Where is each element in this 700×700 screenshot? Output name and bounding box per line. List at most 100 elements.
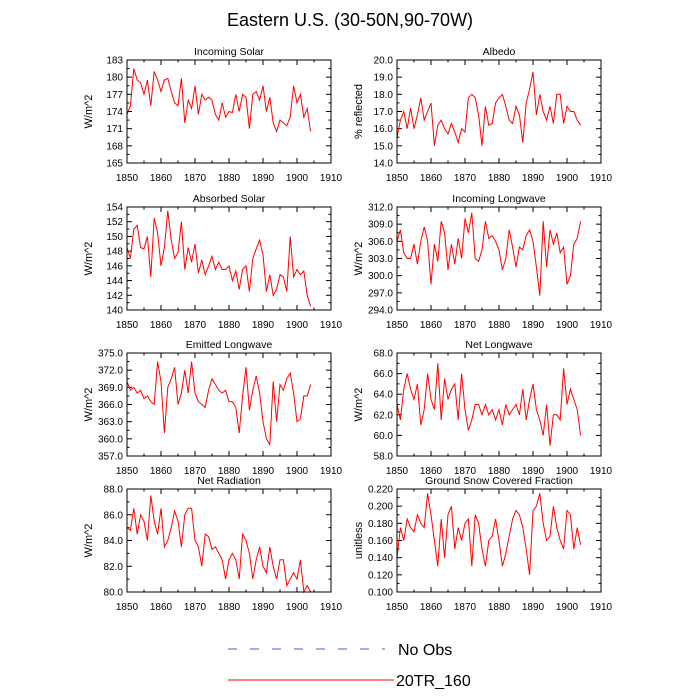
plot-frame	[396, 352, 602, 457]
y-tick-label: 19.0	[374, 73, 394, 84]
figure-title: Eastern U.S. (30-50N,90-70W)	[227, 10, 473, 30]
y-tick-label: 152	[106, 217, 123, 228]
plot-frame	[396, 488, 602, 593]
x-tick-label: 1850	[386, 466, 409, 477]
x-tick-label: 1900	[556, 602, 579, 613]
panel-title: Incoming Longwave	[452, 193, 546, 205]
plot-frame	[396, 206, 602, 311]
x-tick-label: 1860	[420, 320, 443, 331]
y-axis-label: W/m^2	[353, 242, 365, 276]
panel-net-radiation: Net Radiation W/m^2 1850 1860 1870 1880 1890 19…	[83, 475, 343, 613]
x-tick-label: 1900	[286, 466, 309, 477]
x-tick-label: 1880	[488, 173, 511, 184]
y-axis-label: W/m^2	[353, 388, 365, 422]
legend-label-20tr-160: 20TR_160	[396, 673, 471, 690]
y-tick-label: 0.180	[368, 519, 393, 530]
y-tick-label: 171	[106, 124, 123, 135]
y-tick-label: 174	[106, 107, 123, 118]
y-tick-label: 180	[106, 73, 123, 84]
x-tick-label: 1860	[420, 173, 443, 184]
y-tick-label: 294.0	[368, 306, 393, 317]
y-tick-label: 150	[106, 232, 123, 243]
x-tick-label: 1860	[420, 602, 443, 613]
x-tick-label: 1880	[218, 466, 241, 477]
panel-title: Net Radiation	[197, 475, 261, 487]
y-tick-label: 177	[106, 90, 123, 101]
panel-absorbed-solar: Absorbed Solar W/m^2 1850 1860 1870 1880 1890 1…	[83, 193, 343, 331]
x-tick-label: 1860	[150, 466, 173, 477]
x-tick-label: 1870	[454, 173, 477, 184]
y-tick-label: 142	[106, 291, 123, 302]
y-tick-label: 363.0	[98, 417, 123, 428]
x-tick-label: 1890	[522, 320, 545, 331]
series-line-20tr-160	[126, 210, 312, 307]
x-tick-label: 1850	[386, 173, 409, 184]
y-tick-label: 0.160	[368, 536, 393, 547]
x-tick-label: 1870	[184, 466, 207, 477]
y-tick-label: 146	[106, 261, 123, 272]
x-tick-label: 1910	[320, 320, 343, 331]
x-tick-label: 1910	[320, 466, 343, 477]
y-tick-label: 148	[106, 247, 123, 258]
x-tick-label: 1870	[184, 320, 207, 331]
y-tick-label: 154	[106, 203, 123, 214]
y-axis-label: W/m^2	[83, 242, 95, 276]
plot-frame	[126, 352, 332, 457]
y-tick-label: 372.0	[98, 366, 123, 377]
y-tick-label: 357.0	[98, 452, 123, 463]
y-tick-label: 0.140	[368, 553, 393, 564]
y-tick-label: 58.0	[374, 452, 394, 463]
panel-title: Emitted Longwave	[186, 339, 273, 351]
y-tick-label: 144	[106, 276, 123, 287]
x-tick-label: 1850	[386, 320, 409, 331]
x-tick-label: 1860	[150, 320, 173, 331]
x-tick-label: 1900	[286, 602, 309, 613]
plot-frame	[396, 59, 602, 164]
y-tick-label: 18.0	[374, 90, 394, 101]
y-tick-label: 80.0	[104, 588, 124, 599]
panel-title: Albedo	[483, 46, 516, 58]
y-tick-label: 88.0	[104, 485, 124, 496]
x-tick-label: 1890	[252, 173, 275, 184]
x-tick-label: 1880	[488, 602, 511, 613]
y-tick-label: 369.0	[98, 383, 123, 394]
x-tick-label: 1870	[454, 466, 477, 477]
x-tick-label: 1890	[522, 466, 545, 477]
y-tick-label: 366.0	[98, 400, 123, 411]
y-tick-label: 0.200	[368, 502, 393, 513]
x-tick-label: 1890	[252, 320, 275, 331]
y-tick-label: 0.220	[368, 485, 393, 496]
y-tick-label: 360.0	[98, 434, 123, 445]
y-tick-label: 306.0	[368, 237, 393, 248]
x-tick-label: 1900	[286, 173, 309, 184]
x-tick-label: 1910	[320, 173, 343, 184]
x-tick-label: 1910	[590, 320, 613, 331]
panel-title: Ground Snow Covered Fraction	[425, 475, 573, 487]
y-axis-label: W/m^2	[83, 524, 95, 558]
x-tick-label: 1900	[556, 320, 579, 331]
panel-title: Incoming Solar	[194, 46, 265, 58]
x-tick-label: 1910	[590, 173, 613, 184]
series-line-20tr-160	[396, 71, 582, 146]
x-tick-label: 1860	[150, 602, 173, 613]
y-axis-label: % reflected	[353, 84, 365, 139]
series-line-20tr-160	[396, 493, 582, 575]
panel-incoming-longwave: Incoming Longwave W/m^2 1850 1860 1870 1880 18…	[353, 193, 613, 331]
x-tick-label: 1880	[488, 320, 511, 331]
y-axis-label: W/m^2	[83, 95, 95, 129]
y-tick-label: 140	[106, 306, 123, 317]
y-axis-label: W/m^2	[83, 388, 95, 422]
y-tick-label: 297.0	[368, 288, 393, 299]
x-tick-label: 1880	[218, 320, 241, 331]
panel-emitted-longwave: Emitted Longwave W/m^2 1850 1860 1870 1880 189…	[83, 339, 343, 477]
y-tick-label: 17.0	[374, 107, 394, 118]
series-line-20tr-160	[126, 495, 312, 594]
series-line-20tr-160	[396, 363, 582, 446]
panel-incoming-solar: Incoming Solar W/m^2 1850 1860 1870 1880 1890 1…	[83, 46, 343, 184]
y-tick-label: 16.0	[374, 124, 394, 135]
y-tick-label: 312.0	[368, 203, 393, 214]
x-tick-label: 1890	[252, 602, 275, 613]
panel-grid: Incoming Solar W/m^2 1850 1860 1870 1880 1890 1…	[83, 46, 613, 613]
plot-frame	[126, 206, 332, 311]
